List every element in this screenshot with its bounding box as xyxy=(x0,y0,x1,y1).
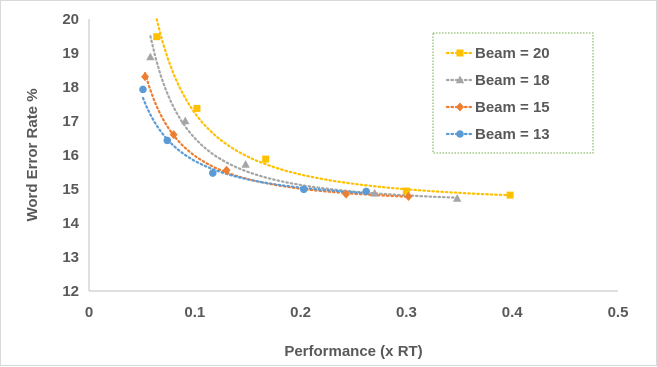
trendline xyxy=(149,35,459,199)
data-point xyxy=(193,104,201,112)
y-tick-label: 12 xyxy=(62,283,79,300)
y-tick-label: 18 xyxy=(62,79,79,96)
y-tick-label: 14 xyxy=(62,215,79,232)
data-point xyxy=(506,191,514,199)
data-point xyxy=(169,130,178,140)
legend-label: Beam = 20 xyxy=(475,45,550,62)
data-point xyxy=(153,33,161,41)
trendline xyxy=(155,18,512,197)
x-tick-label: 0 xyxy=(85,304,93,321)
data-point xyxy=(299,185,308,194)
data-point xyxy=(208,169,217,177)
data-point xyxy=(456,49,464,57)
data-point xyxy=(404,191,413,201)
data-point xyxy=(456,102,464,112)
data-point xyxy=(370,188,379,197)
legend-label: Beam = 15 xyxy=(475,99,550,116)
x-tick-label: 0.4 xyxy=(502,304,524,321)
y-tick-label: 20 xyxy=(62,11,79,28)
data-point xyxy=(181,116,190,125)
data-points xyxy=(139,33,514,202)
x-tick-label: 0.5 xyxy=(608,304,629,321)
data-point xyxy=(452,194,462,202)
data-point xyxy=(455,75,465,84)
y-tick-label: 15 xyxy=(62,181,79,198)
data-point xyxy=(362,187,370,196)
data-point xyxy=(139,85,147,94)
y-tick-label: 17 xyxy=(62,113,79,130)
y-tick-label: 16 xyxy=(62,147,79,164)
y-axis-title: Word Error Rate % xyxy=(24,88,41,221)
data-point xyxy=(141,72,150,82)
x-tick-label: 0.3 xyxy=(396,304,417,321)
y-tick-label: 13 xyxy=(62,249,79,266)
axes: 12 13 14 15 16 17 18 19 20 0 0.1 0.2 0.3 0.4 0.5 xyxy=(62,11,628,321)
data-point xyxy=(402,187,410,195)
data-point xyxy=(262,155,270,163)
legend-label: Beam = 13 xyxy=(475,126,550,143)
data-point xyxy=(146,52,155,61)
data-point xyxy=(163,136,172,145)
x-tick-label: 0.2 xyxy=(290,304,311,321)
legend: Beam = 20 Beam = 18 Beam = 15 Beam = 13 xyxy=(432,32,594,154)
data-point xyxy=(456,130,464,138)
data-point xyxy=(342,189,351,199)
legend-label: Beam = 18 xyxy=(475,72,550,89)
trendline xyxy=(141,96,368,195)
data-point xyxy=(241,160,250,168)
x-axis-title: Performance (x RT) xyxy=(284,343,422,360)
y-tick-label: 19 xyxy=(62,45,79,62)
x-tick-label: 0.1 xyxy=(184,304,205,321)
trendline xyxy=(144,72,410,198)
data-point xyxy=(222,165,231,175)
